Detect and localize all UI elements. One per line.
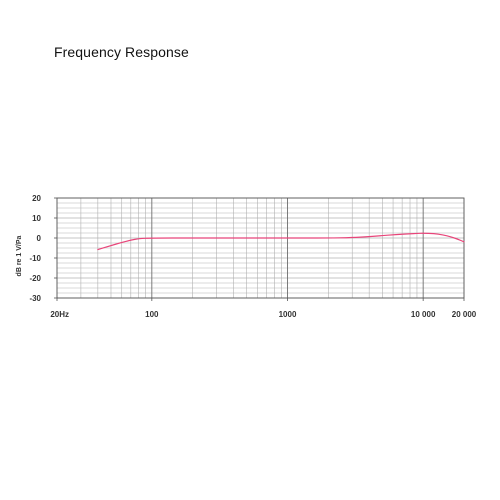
y-axis-ticks: 20 10 0 -10 -20 -30 xyxy=(29,194,57,303)
x-tick-label: 1000 xyxy=(279,310,297,319)
y-tick-label: 0 xyxy=(37,234,42,243)
grid xyxy=(56,197,465,299)
y-tick-label: -10 xyxy=(29,254,41,263)
x-tick-label: 10 000 xyxy=(411,310,436,319)
y-tick-label: 20 xyxy=(32,194,41,203)
x-axis-ticks: 20Hz 100 1000 10 000 20 000 xyxy=(50,298,477,319)
plot-frame xyxy=(56,197,465,299)
series-line-0 xyxy=(97,232,465,251)
series-layer xyxy=(97,232,465,251)
x-tick-label: 20 000 xyxy=(452,310,477,319)
plot-border xyxy=(56,197,465,299)
y-tick-label: 10 xyxy=(32,214,41,223)
x-tick-label: 20Hz xyxy=(50,310,69,319)
x-tick-label: 100 xyxy=(145,310,159,319)
page-title: Frequency Response xyxy=(54,44,189,60)
y-axis-label: dB re 1 V/Pa xyxy=(16,235,23,276)
y-tick-label: -20 xyxy=(29,274,41,283)
y-tick-label: -30 xyxy=(29,294,41,303)
